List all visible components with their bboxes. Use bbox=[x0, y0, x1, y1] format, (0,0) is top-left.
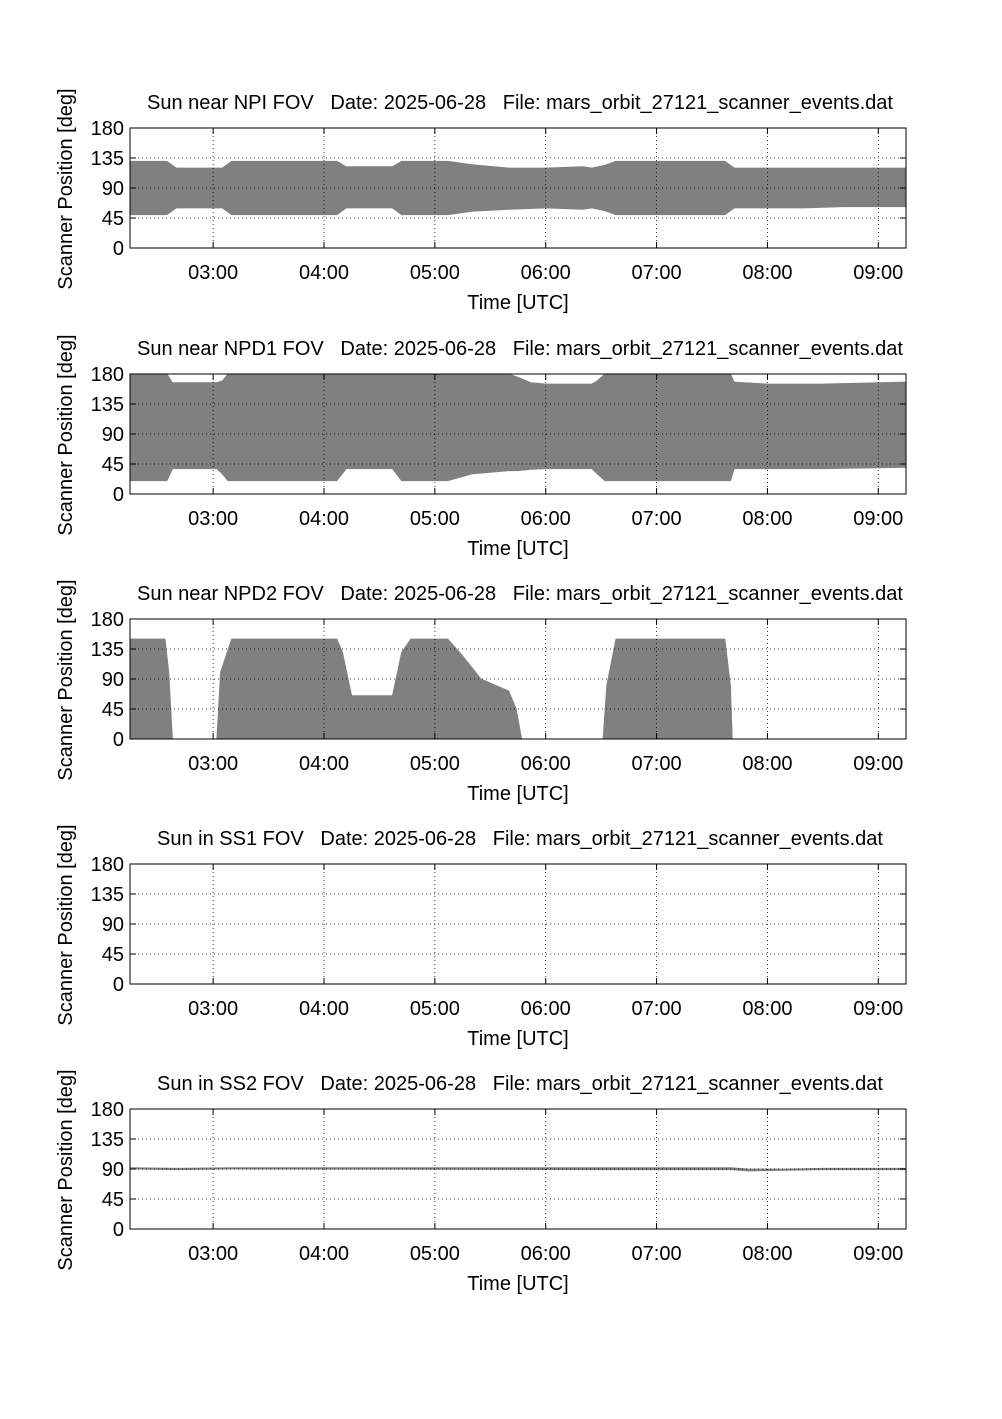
x-tick-label: 08:00 bbox=[742, 262, 792, 284]
chart-panel-2: 03:00 04:00 05:00 06:00 07:00 08:00 09:00 0 45 90… bbox=[55, 334, 907, 560]
x-tick-label: 07:00 bbox=[632, 262, 682, 284]
y-tick-label: 135 bbox=[91, 1129, 124, 1151]
x-tick-label: 08:00 bbox=[742, 753, 792, 775]
x-tick-label: 05:00 bbox=[410, 508, 460, 530]
x-tick-label: 03:00 bbox=[188, 1243, 238, 1265]
chart-title: Sun near NPD2 FOV Date: 2025-06-28 File:… bbox=[137, 583, 903, 605]
x-tick-label: 08:00 bbox=[742, 998, 792, 1020]
chart-title: Sun near NPI FOV Date: 2025-06-28 File: … bbox=[147, 92, 893, 114]
y-tick-label: 180 bbox=[91, 1099, 124, 1121]
x-tick-label: 08:00 bbox=[742, 508, 792, 530]
x-tick-label: 04:00 bbox=[299, 1243, 349, 1265]
x-tick-label: 04:00 bbox=[299, 753, 349, 775]
x-tick-label: 08:00 bbox=[742, 1243, 792, 1265]
y-axis-label: Scanner Position [deg] bbox=[55, 334, 77, 535]
chart-panel-5: 03:00 04:00 05:00 06:00 07:00 08:00 09:00 0 45 90… bbox=[55, 1069, 907, 1295]
y-axis-label: Scanner Position [deg] bbox=[55, 1069, 77, 1270]
y-tick-label: 90 bbox=[102, 424, 124, 446]
scanner-area-series bbox=[129, 638, 733, 740]
x-tick-label: 07:00 bbox=[632, 753, 682, 775]
x-tick-label: 04:00 bbox=[299, 998, 349, 1020]
y-tick-label: 90 bbox=[102, 1159, 124, 1181]
x-tick-label: 07:00 bbox=[632, 508, 682, 530]
y-tick-label: 45 bbox=[102, 1189, 124, 1211]
x-tick-label: 09:00 bbox=[853, 262, 903, 284]
y-axis-label: Scanner Position [deg] bbox=[55, 824, 77, 1025]
x-tick-label: 05:00 bbox=[410, 998, 460, 1020]
chart-title: Sun in SS2 FOV Date: 2025-06-28 File: ma… bbox=[157, 1073, 883, 1095]
y-tick-label: 180 bbox=[91, 609, 124, 631]
y-tick-label: 180 bbox=[91, 364, 124, 386]
x-tick-label: 03:00 bbox=[188, 262, 238, 284]
x-tick-label: 05:00 bbox=[410, 262, 460, 284]
y-tick-label: 45 bbox=[102, 699, 124, 721]
y-axis-label: Scanner Position [deg] bbox=[55, 88, 77, 289]
x-tick-label: 06:00 bbox=[521, 262, 571, 284]
y-axis-label: Scanner Position [deg] bbox=[55, 579, 77, 780]
y-tick-label: 90 bbox=[102, 669, 124, 691]
x-axis-label: Time [UTC] bbox=[467, 538, 568, 560]
x-tick-label: 06:00 bbox=[521, 508, 571, 530]
y-tick-label: 90 bbox=[102, 178, 124, 200]
x-tick-label: 04:00 bbox=[299, 508, 349, 530]
y-tick-label: 0 bbox=[113, 1219, 124, 1241]
y-tick-label: 0 bbox=[113, 974, 124, 996]
chart-panel-4: 03:00 04:00 05:00 06:00 07:00 08:00 09:00 0 45 90… bbox=[55, 824, 907, 1050]
y-tick-label: 180 bbox=[91, 854, 124, 876]
x-tick-label: 06:00 bbox=[521, 998, 571, 1020]
x-tick-label: 03:00 bbox=[188, 508, 238, 530]
y-tick-label: 45 bbox=[102, 454, 124, 476]
x-axis-label: Time [UTC] bbox=[467, 292, 568, 314]
x-tick-label: 05:00 bbox=[410, 753, 460, 775]
y-tick-label: 135 bbox=[91, 639, 124, 661]
x-tick-label: 07:00 bbox=[632, 998, 682, 1020]
x-tick-label: 06:00 bbox=[521, 753, 571, 775]
x-tick-label: 06:00 bbox=[521, 1243, 571, 1265]
y-tick-label: 90 bbox=[102, 914, 124, 936]
y-tick-label: 135 bbox=[91, 148, 124, 170]
chart-title: Sun in SS1 FOV Date: 2025-06-28 File: ma… bbox=[157, 828, 883, 850]
y-tick-label: 180 bbox=[91, 118, 124, 140]
scanner-area-series bbox=[129, 373, 907, 482]
x-tick-label: 03:00 bbox=[188, 998, 238, 1020]
y-tick-label: 0 bbox=[113, 729, 124, 751]
x-axis-label: Time [UTC] bbox=[467, 1028, 568, 1050]
x-tick-label: 04:00 bbox=[299, 262, 349, 284]
x-axis-label: Time [UTC] bbox=[467, 1273, 568, 1295]
chart-panel-3: 03:00 04:00 05:00 06:00 07:00 08:00 09:00 0 45 90… bbox=[55, 579, 907, 805]
x-tick-label: 03:00 bbox=[188, 753, 238, 775]
x-tick-label: 09:00 bbox=[853, 1243, 903, 1265]
x-tick-label: 09:00 bbox=[853, 508, 903, 530]
x-axis-label: Time [UTC] bbox=[467, 783, 568, 805]
chart-panel-1: 03:00 04:00 05:00 06:00 07:00 08:00 09:00 0 45 90… bbox=[55, 88, 907, 314]
y-tick-label: 0 bbox=[113, 484, 124, 506]
x-tick-label: 05:00 bbox=[410, 1243, 460, 1265]
y-tick-label: 0 bbox=[113, 238, 124, 260]
y-tick-label: 135 bbox=[91, 394, 124, 416]
x-tick-label: 07:00 bbox=[632, 1243, 682, 1265]
chart-title: Sun near NPD1 FOV Date: 2025-06-28 File:… bbox=[137, 338, 903, 360]
x-tick-label: 09:00 bbox=[853, 753, 903, 775]
y-tick-label: 135 bbox=[91, 884, 124, 906]
x-tick-label: 09:00 bbox=[853, 998, 903, 1020]
y-tick-label: 45 bbox=[102, 944, 124, 966]
y-tick-label: 45 bbox=[102, 208, 124, 230]
